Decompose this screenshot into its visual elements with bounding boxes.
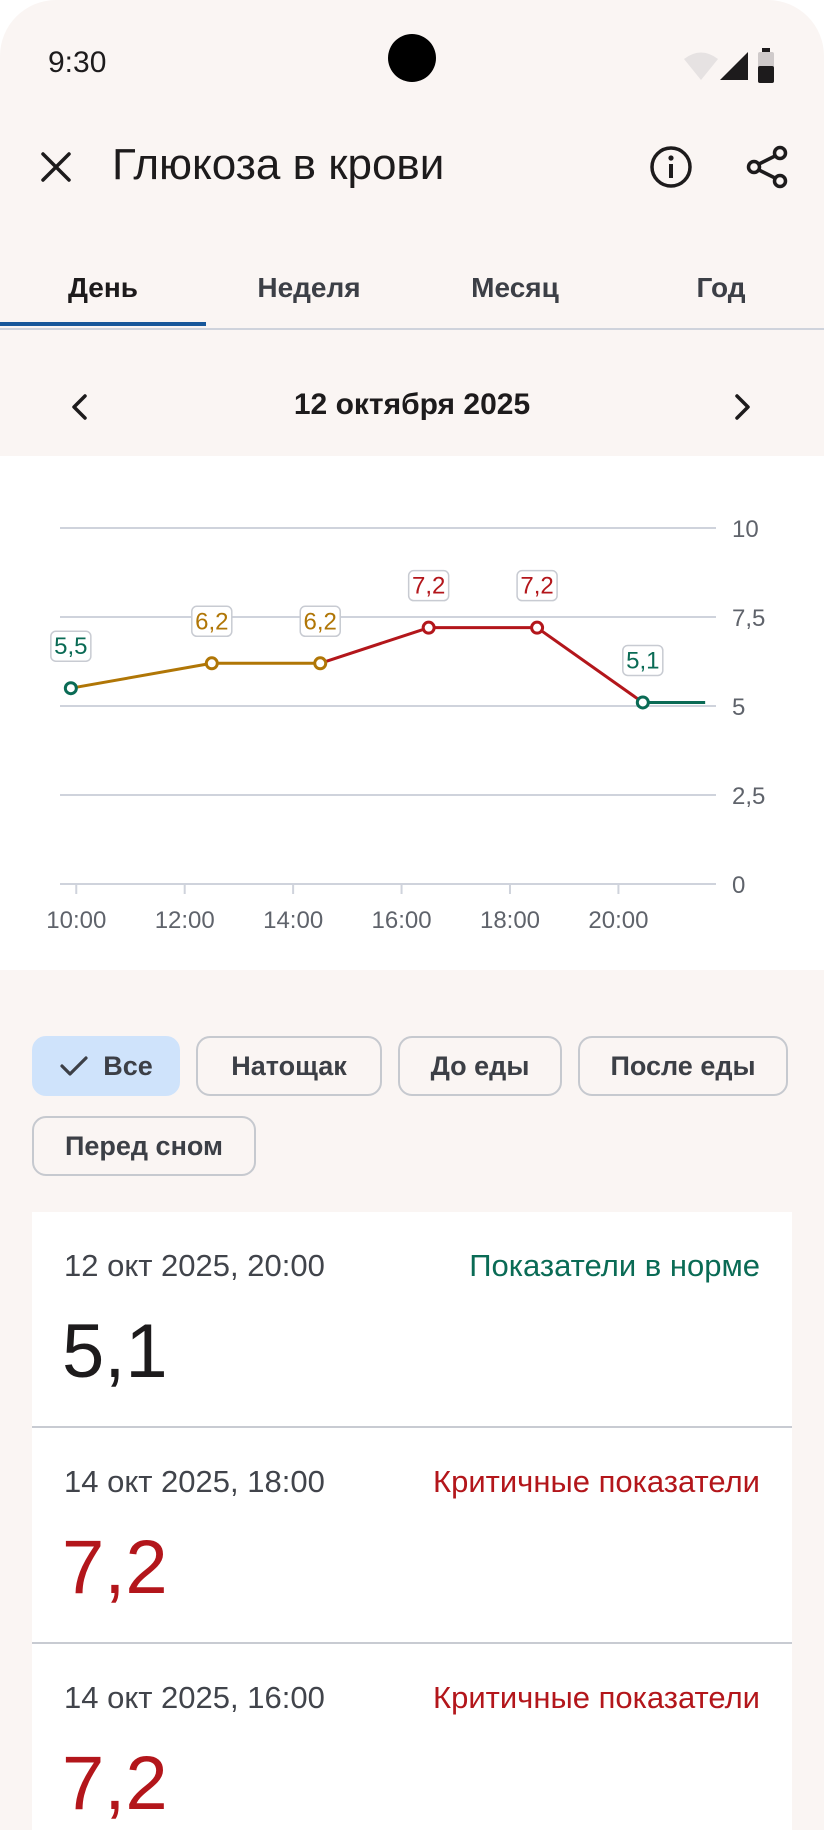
reading-datetime: 12 окт 2025, 20:00 [64,1248,325,1283]
close-button[interactable] [26,137,86,197]
period-tabs: День Неделя Месяц Год [0,250,824,330]
filter-chip-after-meal[interactable]: После еды [578,1036,788,1096]
data-label: 5,5 [54,633,87,660]
x-tick-label: 16:00 [372,907,432,934]
series-line-segment [536,626,644,704]
filter-chip-before-meal-label: До еды [430,1050,530,1081]
tab-month-label: Месяц [471,272,559,303]
data-label: 5,1 [626,647,659,674]
chevron-right-icon [735,394,750,420]
data-point [204,656,219,671]
current-date: 12 октября 2025 [293,388,531,421]
prev-date-button[interactable] [50,377,110,437]
reading-value: 5,1 [62,1309,168,1394]
filter-chip-after-meal-label: После еды [610,1050,756,1081]
tab-day[interactable]: День [0,250,206,326]
x-tick-label: 12:00 [155,907,215,934]
divider [32,1426,792,1428]
page-title: Глюкоза в крови [112,140,445,189]
y-tick-label: 5 [732,694,745,721]
data-label-box [516,569,558,602]
filter-chip-before-meal[interactable]: До еды [398,1036,562,1096]
camera-cutout [388,34,436,82]
series-line-segment [70,661,213,690]
reading-row[interactable]: 14 окт 2025, 16:00 Критичные показатели … [32,1644,792,1830]
data-label: 6,2 [195,608,228,635]
data-label: 6,2 [304,608,337,635]
data-point [530,620,545,635]
tab-week[interactable]: Неделя [206,250,412,326]
close-icon [41,152,71,182]
data-label-box [299,605,341,638]
data-point [313,656,328,671]
data-label-box [407,569,450,602]
glucose-chart: 0 2,5 5 7,5 10 10:00 12:00 14:00 16:00 18:00 20:00… [46,516,765,934]
status-bar: 9:30 [0,0,824,110]
filter-chip-all[interactable]: Все [32,1036,180,1096]
x-tick-label: 10:00 [46,907,106,934]
info-button[interactable] [641,137,701,197]
data-point [63,681,78,696]
filter-chip-fasting-label: Натощак [231,1050,347,1081]
reading-status: Показатели в норме [469,1248,760,1283]
reading-datetime: 14 окт 2025, 18:00 [64,1464,325,1499]
data-label-box [191,605,233,638]
filter-chip-before-sleep-label: Перед сном [64,1130,223,1161]
y-tick-label: 7,5 [732,605,765,632]
reading-status: Критичные показатели [433,1464,760,1499]
tab-day-label: День [68,272,138,303]
reading-row[interactable]: 12 окт 2025, 20:00 Показатели в норме 5,… [32,1212,792,1426]
tab-month[interactable]: Месяц [412,250,618,326]
status-time: 9:30 [48,46,107,79]
x-tick-label: 14:00 [263,907,323,934]
check-icon [60,1056,88,1076]
tab-indicator [0,322,206,326]
data-label: 7,2 [520,573,553,600]
tab-year[interactable]: Год [618,250,824,326]
info-icon [650,146,692,188]
reading-value: 7,2 [62,1741,168,1826]
reading-value: 7,2 [62,1525,168,1610]
reading-status: Критичные показатели [433,1680,760,1715]
divider [32,1642,792,1644]
filter-chip-fasting[interactable]: Натощак [196,1036,382,1096]
data-point [421,620,436,635]
tab-year-label: Год [696,272,746,303]
next-date-button[interactable] [712,377,772,437]
wifi-icon [684,52,718,80]
data-label-box [622,644,664,677]
x-tick-label: 20:00 [588,907,648,934]
share-button[interactable] [737,137,797,197]
y-tick-label: 10 [732,516,759,543]
x-tick-label: 18:00 [480,907,540,934]
data-label-box [50,630,92,662]
filter-chip-before-sleep[interactable]: Перед сном [32,1116,256,1176]
data-point [635,695,650,710]
glucose-chart-card: 0 2,5 5 7,5 10 10:00 12:00 14:00 16:00 18:00 20:00… [0,456,824,970]
y-tick-label: 2,5 [732,783,765,810]
signal-icon [720,52,748,80]
series-line-segment [319,626,430,665]
y-tick-label: 0 [732,872,745,899]
reading-row[interactable]: 14 окт 2025, 18:00 Критичные показатели … [32,1428,792,1642]
chevron-left-icon [72,394,87,420]
filter-chip-all-label: Все [103,1050,153,1081]
reading-datetime: 14 окт 2025, 16:00 [64,1680,325,1715]
battery-icon [758,48,774,83]
share-icon [746,145,788,189]
data-label: 7,2 [412,573,445,600]
tab-week-label: Неделя [257,272,361,303]
